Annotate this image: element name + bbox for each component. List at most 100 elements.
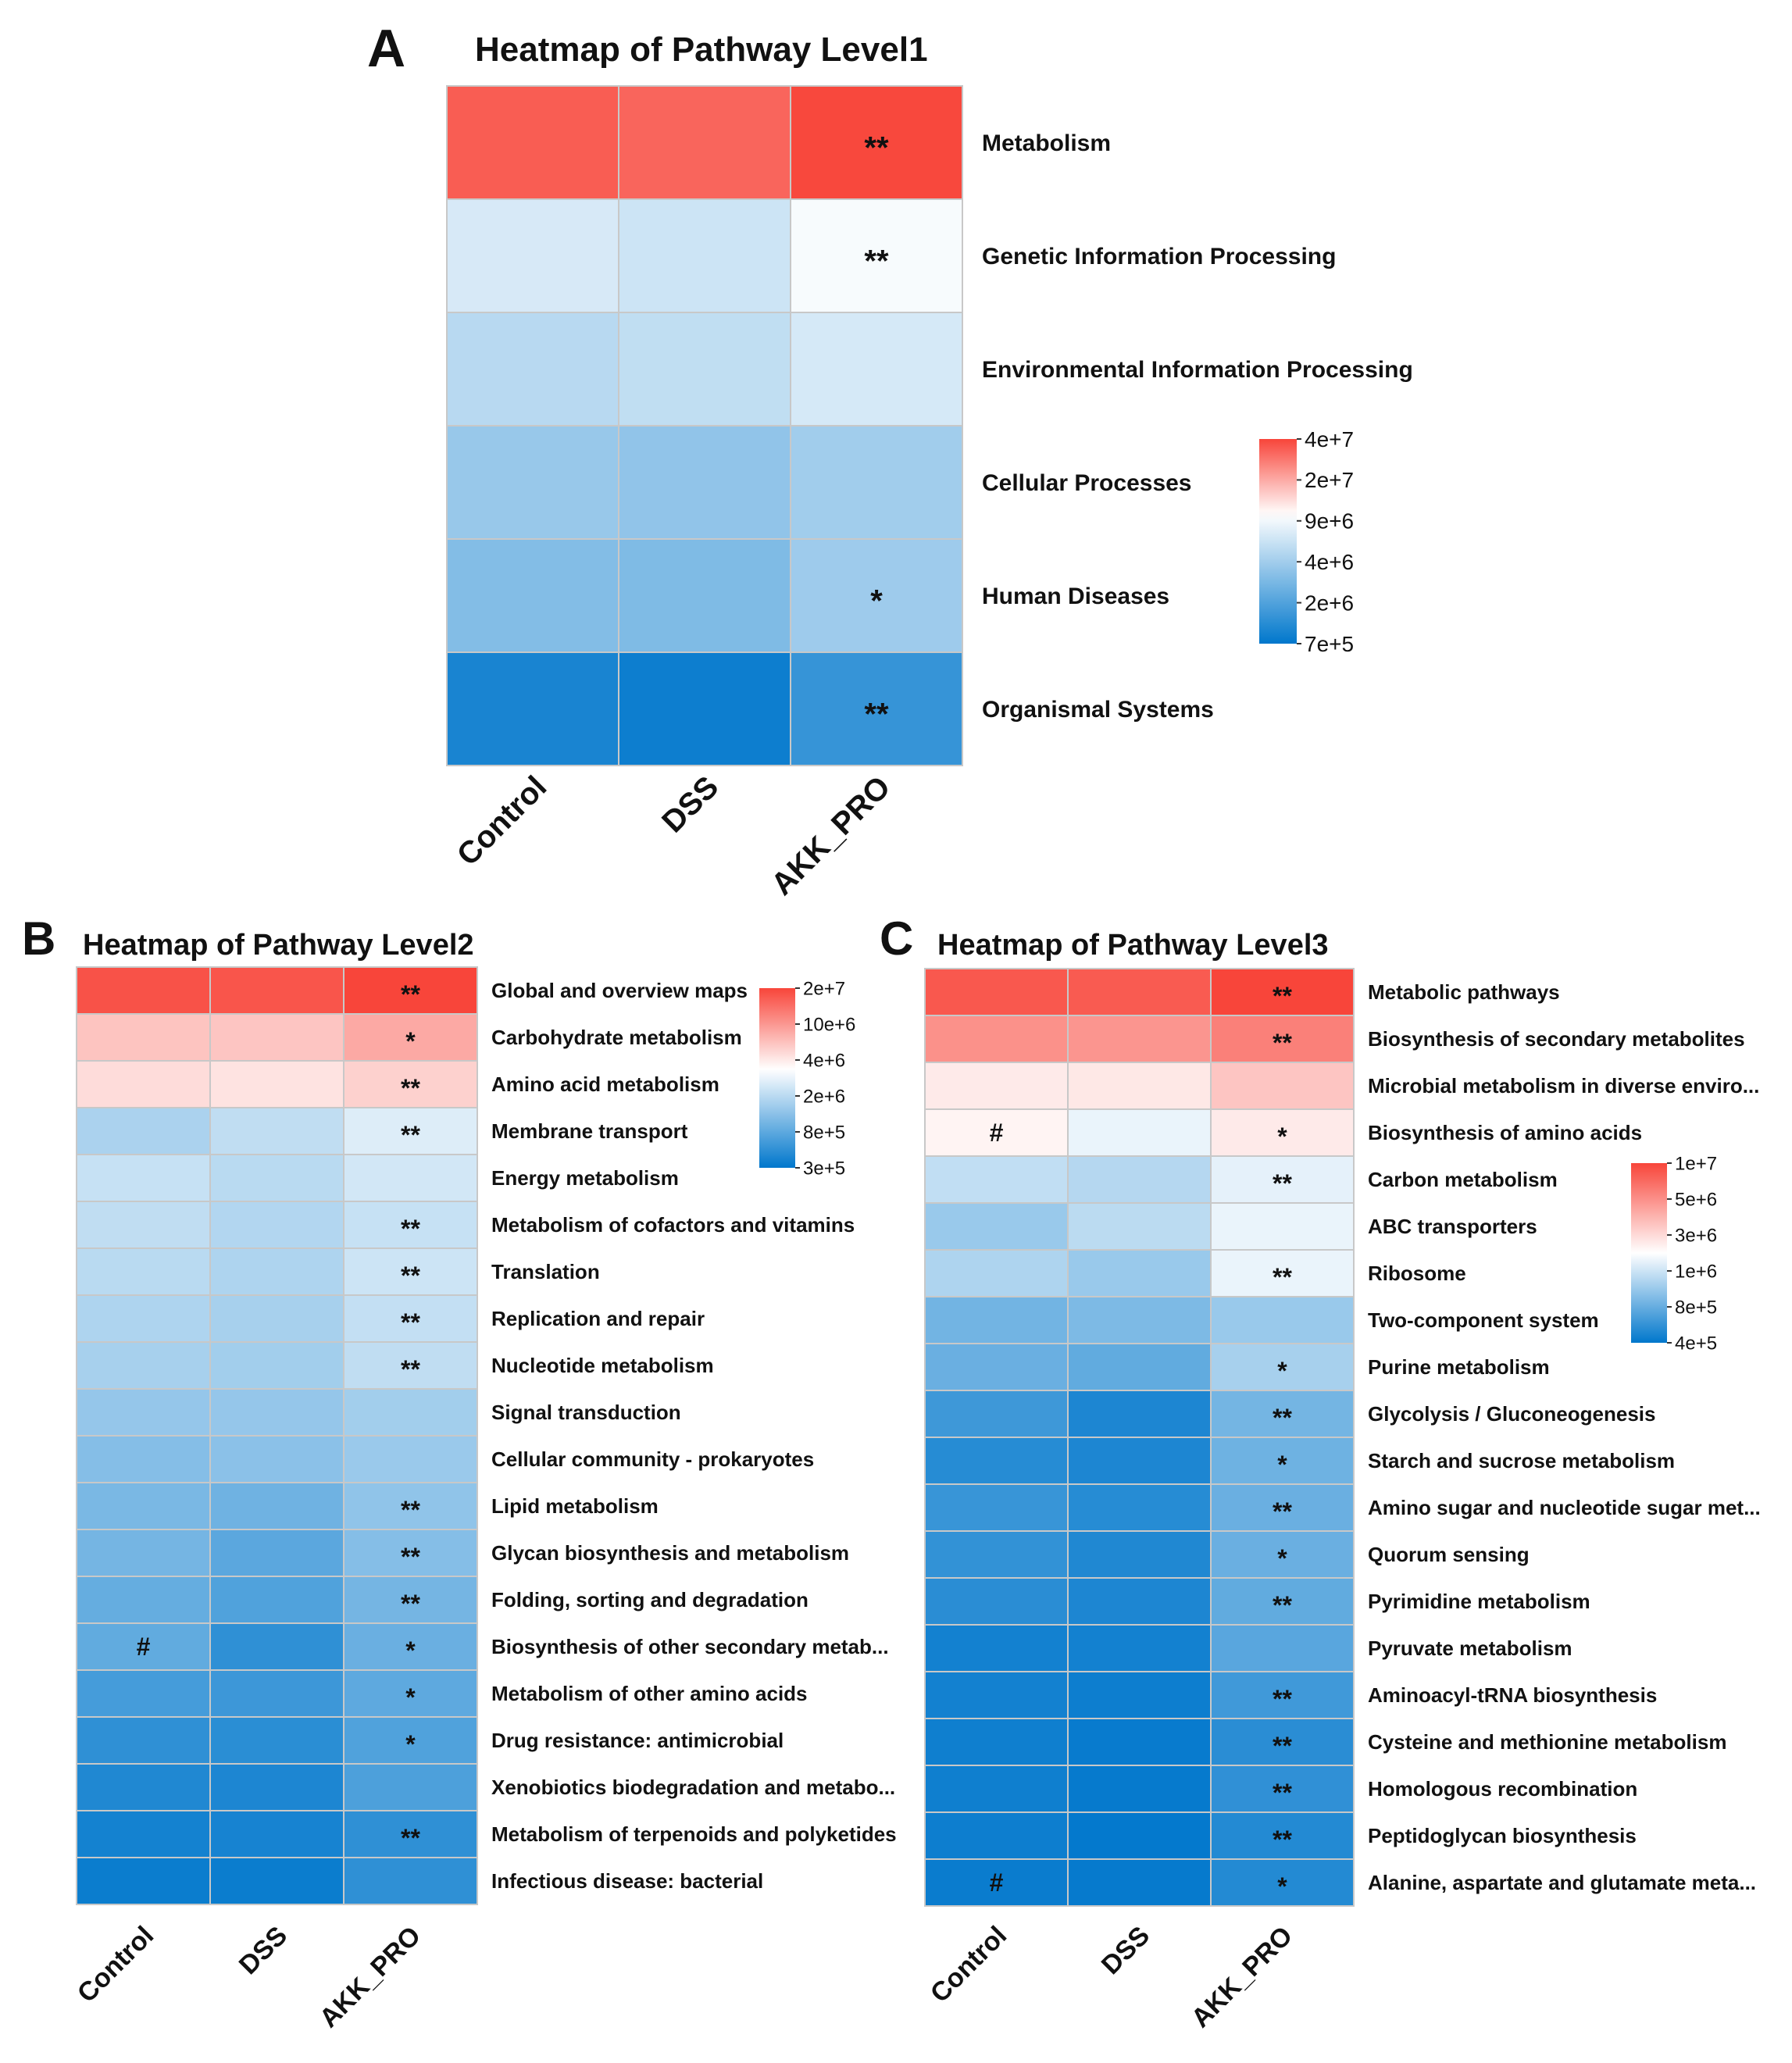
significance-mark: ** — [1273, 1732, 1292, 1760]
panel-c: C Heatmap of Pathway Level3****# *********… — [880, 912, 1761, 2033]
significance-mark: * — [405, 1683, 416, 1711]
column-label: Control — [451, 769, 554, 873]
heatmap-cell — [343, 1341, 478, 1390]
significance-mark: * — [1277, 1123, 1287, 1151]
heatmap-cell — [924, 1530, 1069, 1579]
heatmap-cell — [1067, 1343, 1212, 1391]
heatmap-cell — [446, 85, 619, 200]
heatmap-cell — [1067, 1108, 1212, 1157]
heatmap-cell — [76, 1388, 211, 1437]
heatmap-cell — [1067, 1624, 1212, 1672]
heatmap-cell — [209, 1857, 344, 1905]
legend-tick-label: 8e+5 — [803, 1122, 845, 1143]
panel-b: B Heatmap of Pathway Level2**************… — [22, 912, 897, 2033]
heatmap-cell — [1067, 1811, 1212, 1860]
row-label: Alanine, aspartate and glutamate meta... — [1368, 1871, 1756, 1894]
significance-mark: * — [1277, 1544, 1287, 1572]
heatmap-cell — [209, 1247, 344, 1296]
heatmap-cell — [343, 1247, 478, 1296]
heatmap-cell — [1210, 1249, 1355, 1297]
heatmap-cell — [1067, 1483, 1212, 1532]
significance-mark: ** — [1273, 1029, 1292, 1057]
heatmap-cell — [209, 1435, 344, 1483]
heatmap-cell — [76, 1669, 211, 1718]
heatmap-cell — [76, 1294, 211, 1343]
heatmap-cell — [1067, 1765, 1212, 1813]
significance-mark: ** — [1273, 982, 1292, 1010]
heatmap-cell — [76, 1013, 211, 1062]
heatmap-cell — [343, 966, 478, 1015]
row-label: Metabolism of other amino acids — [491, 1682, 808, 1705]
row-label: Cellular community - prokaryotes — [491, 1447, 814, 1471]
heatmap-cell — [76, 1107, 211, 1155]
row-label: Biosynthesis of amino acids — [1368, 1121, 1642, 1144]
heatmap-cell — [343, 1576, 478, 1624]
row-label: Metabolic pathways — [1368, 980, 1560, 1004]
row-label: Drug resistance: antimicrobial — [491, 1729, 784, 1752]
row-label: Amino acid metabolism — [491, 1073, 719, 1096]
row-label: Starch and sucrose metabolism — [1368, 1449, 1675, 1472]
heatmap-cell — [446, 651, 619, 766]
heatmap-cell — [1210, 1062, 1355, 1110]
row-label: Genetic Information Processing — [982, 244, 1336, 269]
heatmap-cell — [924, 1390, 1069, 1438]
significance-mark: ** — [1273, 1779, 1292, 1807]
heatmap-cell — [76, 1154, 211, 1202]
heatmap-cell — [618, 198, 791, 313]
heatmap-cell — [1210, 1718, 1355, 1766]
legend-tick-label: 2e+6 — [803, 1086, 845, 1107]
row-label: Peptidoglycan biosynthesis — [1368, 1824, 1637, 1847]
row-label: Biosynthesis of other secondary metab... — [491, 1635, 889, 1658]
heatmap-cell — [618, 651, 791, 766]
heatmap-cell — [1210, 1671, 1355, 1719]
legend-tick-label: 7e+5 — [1305, 632, 1354, 656]
row-label: Replication and repair — [491, 1307, 705, 1330]
row-label: Two-component system — [1368, 1308, 1599, 1332]
heatmap-cell — [924, 1718, 1069, 1766]
legend-colorbar — [759, 988, 795, 1168]
row-label: Aminoacyl-tRNA biosynthesis — [1368, 1683, 1657, 1707]
column-label: Control — [72, 1921, 159, 2008]
heatmap-cell — [76, 1435, 211, 1483]
significance-mark: ** — [401, 1355, 420, 1383]
heatmap-cell — [209, 1060, 344, 1108]
legend-tick-label: 2e+6 — [1305, 591, 1354, 615]
row-label: Homologous recombination — [1368, 1777, 1637, 1801]
column-label: DSS — [655, 769, 725, 839]
heatmap-cell — [924, 1249, 1069, 1297]
column-label: AKK_PRO — [765, 769, 897, 901]
heatmap-cell — [209, 1107, 344, 1155]
row-label: Metabolism of terpenoids and polyketides — [491, 1822, 897, 1846]
panel-a: A Heatmap of Pathway Level1*******Metabol… — [367, 19, 1413, 902]
significance-mark: ** — [401, 1215, 420, 1243]
heatmap-cell — [343, 1669, 478, 1718]
legend-tick-label: 2e+7 — [803, 978, 845, 999]
legend-colorbar — [1259, 439, 1297, 644]
heatmap-cell — [343, 1529, 478, 1577]
heatmap-cell — [924, 1437, 1069, 1485]
heatmap-cell — [1210, 1765, 1355, 1813]
heatmap-cell — [76, 1201, 211, 1249]
significance-mark: ** — [401, 980, 420, 1008]
heatmap-cell — [1067, 1062, 1212, 1110]
significance-mark: * — [1277, 1872, 1287, 1901]
heatmap-cell — [924, 1577, 1069, 1626]
hash-mark: # — [990, 1119, 1004, 1147]
heatmap-cell — [1210, 1624, 1355, 1672]
significance-mark: * — [405, 1730, 416, 1758]
heatmap-cell — [76, 1482, 211, 1530]
legend-tick-label: 2e+7 — [1305, 468, 1354, 492]
heatmap-cell — [924, 1624, 1069, 1672]
significance-mark: ** — [401, 1543, 420, 1571]
significance-mark: ** — [401, 1824, 420, 1852]
legend-tick-label: 1e+6 — [1675, 1261, 1717, 1282]
column-label: DSS — [234, 1921, 293, 1980]
panel-letter: C — [880, 912, 913, 965]
legend-colorbar — [1631, 1163, 1667, 1343]
column-label: AKK_PRO — [314, 1921, 427, 2033]
row-label: Nucleotide metabolism — [491, 1354, 714, 1377]
heatmap-cell — [1210, 1343, 1355, 1391]
heatmap-cell — [1210, 1202, 1355, 1251]
significance-mark: ** — [1273, 1591, 1292, 1619]
row-label: Infectious disease: bacterial — [491, 1869, 763, 1893]
